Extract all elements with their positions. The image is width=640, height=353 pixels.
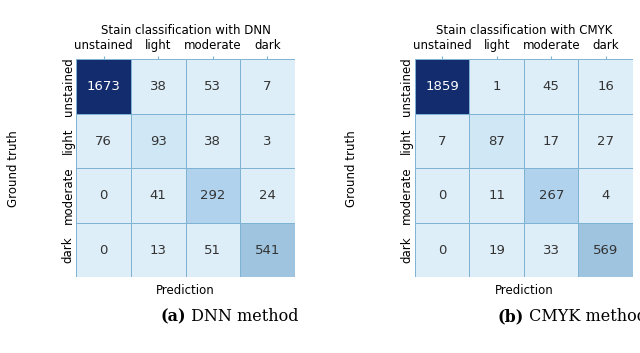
Bar [579,223,633,277]
Bar [415,59,469,114]
Bar [415,114,469,168]
Text: 541: 541 [255,244,280,257]
Bar [524,223,579,277]
Bar [131,168,186,223]
Bar [469,168,524,223]
Text: 1: 1 [492,80,501,93]
Text: 93: 93 [150,134,167,148]
Bar [186,114,240,168]
Text: 0: 0 [100,244,108,257]
Text: 13: 13 [150,244,167,257]
Bar [240,168,295,223]
Text: 19: 19 [488,244,505,257]
Bar [76,59,131,114]
Text: 33: 33 [543,244,560,257]
Bar [240,59,295,114]
Y-axis label: Ground truth: Ground truth [7,130,20,207]
Text: 16: 16 [597,80,614,93]
Text: 267: 267 [538,189,564,202]
Text: DNN method: DNN method [186,308,298,325]
Text: 569: 569 [593,244,618,257]
Text: 0: 0 [438,189,446,202]
Text: (b): (b) [498,308,524,325]
X-axis label: Prediction: Prediction [156,285,215,297]
Text: 53: 53 [204,80,221,93]
Bar [240,223,295,277]
Bar [76,114,131,168]
Bar [579,114,633,168]
Text: 24: 24 [259,189,276,202]
Title: Stain classification with CMYK: Stain classification with CMYK [436,24,612,37]
Text: 7: 7 [263,80,272,93]
Bar [415,223,469,277]
Bar [186,223,240,277]
Text: 7: 7 [438,134,446,148]
Text: 1673: 1673 [87,80,121,93]
Bar [524,59,579,114]
Bar [131,223,186,277]
Text: CMYK method: CMYK method [524,308,640,325]
Text: 17: 17 [543,134,560,148]
Bar [131,114,186,168]
X-axis label: Prediction: Prediction [495,285,554,297]
Bar [131,59,186,114]
Text: 45: 45 [543,80,559,93]
Y-axis label: Ground truth: Ground truth [345,130,358,207]
Text: 1859: 1859 [425,80,459,93]
Text: 38: 38 [150,80,167,93]
Bar [415,168,469,223]
Text: (a): (a) [160,308,186,325]
Text: 38: 38 [204,134,221,148]
Title: Stain classification with DNN: Stain classification with DNN [100,24,271,37]
Bar [579,59,633,114]
Bar [240,114,295,168]
Text: 3: 3 [263,134,272,148]
Text: 41: 41 [150,189,167,202]
Bar [469,59,524,114]
Bar [186,168,240,223]
Bar [524,114,579,168]
Text: 51: 51 [204,244,221,257]
Text: 87: 87 [488,134,505,148]
Text: 11: 11 [488,189,505,202]
Bar [76,223,131,277]
Text: 4: 4 [602,189,610,202]
Bar [524,168,579,223]
Bar [469,223,524,277]
Text: 0: 0 [100,189,108,202]
Bar [186,59,240,114]
Text: 76: 76 [95,134,112,148]
Bar [76,168,131,223]
Bar [469,114,524,168]
Text: 0: 0 [438,244,446,257]
Bar [579,168,633,223]
Text: 27: 27 [597,134,614,148]
Text: 292: 292 [200,189,225,202]
